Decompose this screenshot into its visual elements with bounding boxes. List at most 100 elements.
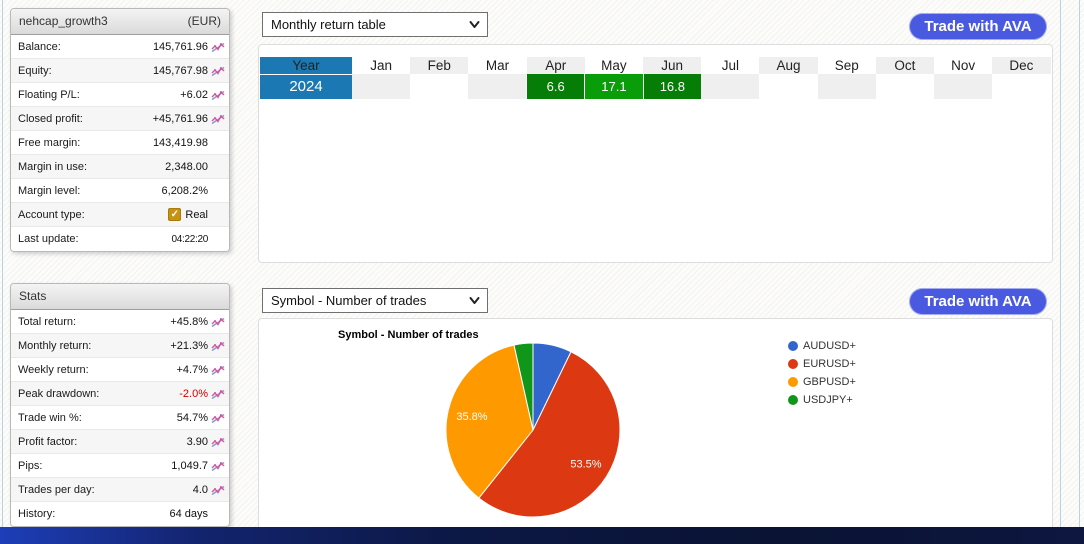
month-header-cell: Sep [834,58,859,73]
account-row: Margin in use: 2,348.00 [11,155,229,179]
legend-item[interactable]: AUDUSD+ [788,337,856,355]
row-value: +45.8% [170,315,208,328]
stats-title: Stats [19,289,47,303]
row-label: Balance: [18,40,61,53]
row-value: 1,049.7 [171,459,208,472]
mini-chart-icon[interactable] [208,89,225,101]
stats-row: Total return: +45.8% [11,310,229,334]
row-value: 54.7% [176,411,208,424]
stats-row: Trades per day: 4.0 [11,478,229,502]
account-row: Account type: ✓ Real [11,203,229,227]
row-label: Pips: [18,459,43,472]
legend-label: EURUSD+ [803,358,856,370]
legend-label: USDJPY+ [803,394,853,406]
mini-chart-icon[interactable] [208,113,225,125]
trade-with-ava-button[interactable]: Trade with AVA [909,288,1047,315]
pie-slice[interactable] [445,344,534,499]
symbol-pie-chart-box: Symbol - Number of trades 53.5% 35.8% AUD… [258,318,1053,544]
legend-label: AUDUSD+ [803,340,856,352]
mini-chart-icon[interactable] [208,316,225,328]
row-value: 143,419.98 [152,136,208,149]
mini-chart-icon[interactable] [208,388,225,400]
row-value: 6,208.2% [161,184,208,197]
page-right-border-inner [1060,0,1061,544]
monthly-view-dropdown[interactable]: Monthly return table [262,12,488,37]
pie-slice-label: 53.5% [570,458,601,470]
dropdown-selected-value: Symbol - Number of trades [271,293,427,308]
account-row: Free margin: 143,419.98 [11,131,229,155]
month-header-cell: Jan [370,58,392,73]
stats-row: Peak drawdown: -2.0% [11,382,229,406]
row-label: Free margin: [18,136,81,149]
account-panel-header: nehcap_growth3 (EUR) [11,9,229,35]
real-account-checkbox[interactable]: ✓ [168,208,182,221]
pie-chart[interactable]: 53.5% 35.8% [438,335,628,525]
account-row: Closed profit: +45,761.96 [11,107,229,131]
pie-slice[interactable] [513,342,534,431]
monthly-return-table-box: Year Jan Feb Mar Apr May Jun Jul Aug Sep Oct Nov Dec… [258,44,1053,263]
month-header-cell: Aug [759,57,818,74]
row-label: Profit factor: [18,435,78,448]
account-info-panel: nehcap_growth3 (EUR) Balance: 145,761.96 E… [10,8,230,252]
mini-chart-icon[interactable] [208,340,225,352]
mini-chart-icon[interactable] [208,484,225,496]
row-value: Real [185,208,208,221]
account-row: Equity: 145,767.98 [11,59,229,83]
chevron-down-icon [469,297,480,304]
row-label: Account type: [18,208,85,221]
row-label: Last update: [18,233,79,245]
month-header-cell: Oct [875,57,935,74]
row-value: +45,761.96 [152,112,208,125]
account-rows: Balance: 145,761.96 Equity: 145,767.98 Float… [11,35,229,251]
empty-month-cell [992,74,1050,99]
chart-legend: AUDUSD+ EURUSD+ GBPUSD+ USDJPY+ [788,337,856,409]
legend-dot [788,359,798,369]
trade-with-ava-button[interactable]: Trade with AVA [909,13,1047,40]
mini-chart-icon[interactable] [208,436,225,448]
legend-item[interactable]: USDJPY+ [788,391,856,409]
bottom-bar [0,527,1084,544]
row-label: Monthly return: [18,339,92,352]
row-value: -2.0% [179,387,208,400]
symbol-view-dropdown[interactable]: Symbol - Number of trades [262,288,488,313]
empty-month-cell [817,74,876,99]
row-value: 145,767.98 [152,64,208,77]
month-value-cell: 17.1 [584,74,644,99]
stats-row: Monthly return: +21.3% [11,334,229,358]
legend-item[interactable]: GBPUSD+ [788,373,856,391]
pie-slice[interactable] [478,351,621,518]
month-header-cell: Nov [951,58,976,73]
empty-month-cell [352,74,411,99]
row-value: 145,761.96 [152,40,208,53]
legend-dot [788,377,798,387]
stats-rows: Total return: +45.8% Monthly return: +21.3%… [11,310,229,526]
page-right-border-outer [1079,0,1080,544]
empty-month-cell [934,74,993,99]
legend-item[interactable]: EURUSD+ [788,355,856,373]
mini-chart-icon[interactable] [208,364,225,376]
chart-title: Symbol - Number of trades [338,329,479,341]
empty-month-cell [701,74,760,99]
month-header-cell: Jun [643,57,702,74]
row-label: Floating P/L: [18,88,80,101]
mini-chart-icon[interactable] [208,412,225,424]
row-label: Closed profit: [18,112,83,125]
dropdown-selected-value: Monthly return table [271,17,386,32]
row-value: 4.0 [192,483,208,496]
row-label: Trade win %: [18,411,82,424]
row-label: Total return: [18,315,77,328]
mini-chart-icon[interactable] [208,41,225,53]
account-row: Floating P/L: +6.02 [11,83,229,107]
pie-slice-label: 35.8% [456,411,487,423]
mini-chart-icon[interactable] [208,65,225,77]
month-header-cell: Jul [721,58,739,73]
legend-dot [788,341,798,351]
month-value-cell: 16.8 [642,74,702,99]
empty-month-cell [410,74,468,99]
mini-chart-icon[interactable] [208,460,225,472]
chevron-down-icon [469,21,480,28]
row-value: +4.7% [176,363,209,376]
month-value-cell: 6.6 [526,74,585,99]
left-column: nehcap_growth3 (EUR) Balance: 145,761.96 E… [10,8,230,527]
